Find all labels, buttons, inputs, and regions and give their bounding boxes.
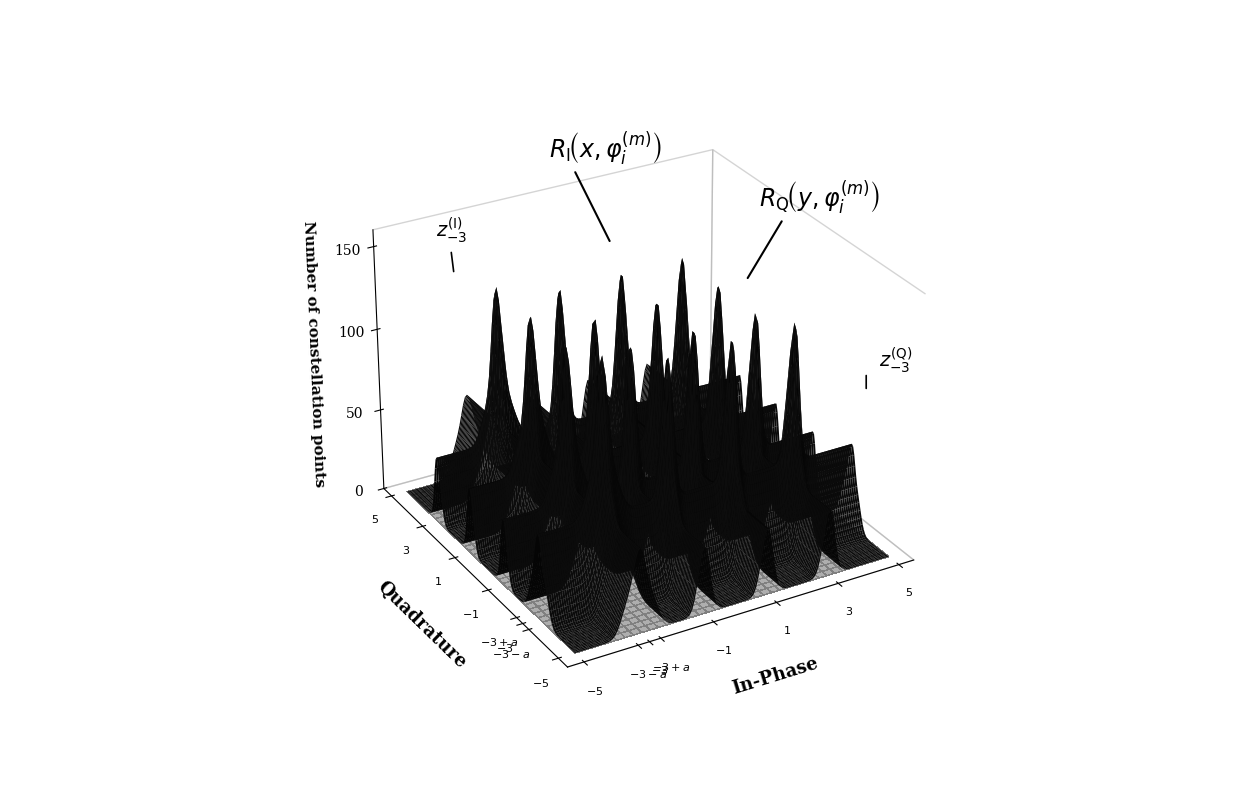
Text: $R_{\mathrm{I}}\!\left(x,\varphi_i^{(m)}\right)$: $R_{\mathrm{I}}\!\left(x,\varphi_i^{(m)}…	[549, 129, 662, 167]
Text: $R_{\mathrm{Q}}\!\left(y,\varphi_i^{(m)}\right)$: $R_{\mathrm{Q}}\!\left(y,\varphi_i^{(m)}…	[759, 178, 879, 217]
Y-axis label: Quadrature: Quadrature	[373, 578, 470, 672]
Text: $z_{-3}^{\mathrm{(I)}}$: $z_{-3}^{\mathrm{(I)}}$	[435, 216, 466, 245]
X-axis label: In-Phase: In-Phase	[730, 654, 821, 698]
Text: $z_{-3}^{\mathrm{(Q)}}$: $z_{-3}^{\mathrm{(Q)}}$	[878, 344, 911, 375]
